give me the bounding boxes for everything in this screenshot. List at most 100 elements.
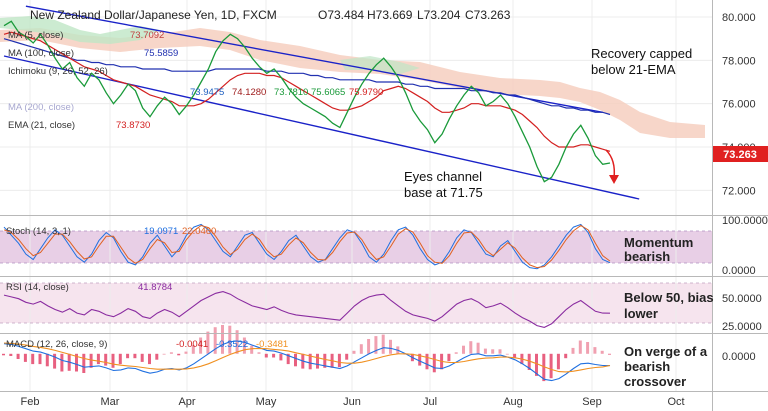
macd-hist-bar — [352, 350, 356, 354]
legend-ichimoku-label: Ichimoku (9, 26, 52, 26) — [8, 66, 108, 77]
macd-hist-bar — [527, 353, 531, 370]
rsi-band — [0, 283, 712, 323]
legend-ma200-label: MA (200, close) — [8, 102, 74, 113]
macd-hist-bar — [286, 353, 290, 365]
time-tick-mar: Mar — [101, 396, 120, 408]
macd-hist-bar — [337, 353, 341, 368]
legend-ichimoku-v5: 75.9790 — [349, 87, 383, 98]
macd-hist-bar — [505, 353, 509, 355]
ma100-line — [3, 38, 611, 116]
price-tick-4: 72.000 — [722, 185, 756, 197]
macd-hist-bar — [96, 353, 100, 365]
price-tick-0: 80.000 — [722, 12, 756, 24]
chart-header: New Zealand Dollar/Japanese Yen, 1D, FXC… — [30, 8, 511, 22]
annotation-channel-line2: base at 71.75 — [404, 185, 483, 200]
price-tick-2: 76.000 — [722, 99, 756, 111]
macd-hist-bar — [221, 325, 224, 354]
stoch-d-line — [3, 224, 611, 269]
macd-hist-bar — [118, 353, 122, 365]
macd-hist-bar — [316, 353, 319, 369]
macd-hist-value: -0.0041 — [176, 339, 208, 350]
macd-hist-bar — [199, 337, 203, 354]
macd-hist-bar — [177, 353, 181, 356]
macd-hist-bar — [323, 353, 327, 368]
macd-signal-value: -0.3481 — [256, 339, 288, 350]
rsi-line — [3, 291, 611, 328]
macd-hist-bar — [184, 351, 188, 354]
legend-ichimoku-v4: 75.6065 — [311, 87, 345, 98]
legend-ma100-label: MA (100, close) — [8, 48, 74, 59]
macd-value: -0.3522 — [216, 339, 248, 350]
macd-hist-bar — [593, 347, 597, 354]
legend-ema21-value: 73.8730 — [116, 120, 150, 131]
macd-hist-bar — [513, 353, 517, 359]
panel-note-macd-1: On verge of a — [624, 344, 708, 359]
macd-hist-bar — [549, 353, 553, 379]
macd-hist-bar — [31, 353, 35, 365]
macd-hist-bar — [535, 353, 538, 376]
macd-hist-bar — [162, 353, 166, 355]
legend-ema21-label: EMA (21, close) — [8, 120, 75, 131]
last-price-tag: 73.263 — [713, 146, 768, 162]
indicator-legend: MA (5, close) 73.7092 MA (100, close) 75… — [8, 30, 383, 131]
macd-hist-bar — [381, 334, 385, 354]
macd-hist-bar — [608, 353, 611, 355]
stoch-tick-0: 0.0000 — [722, 265, 756, 277]
macd-hist-bar — [250, 345, 254, 354]
macd-signal-line — [3, 342, 611, 373]
macd-hist-bar — [272, 353, 276, 358]
channel-lower-line — [3, 55, 640, 200]
macd-hist-bar — [140, 353, 144, 362]
time-tick-may: May — [256, 396, 277, 408]
macd-hist-bar — [2, 353, 5, 356]
rsi-tick-25: 25.0000 — [722, 321, 762, 333]
macd-hist-bar — [45, 353, 49, 367]
ichimoku-cloud-bullish-2 — [340, 56, 420, 74]
macd-label: MACD (12, 26, close, 9) — [6, 339, 107, 350]
price-tick-1: 78.000 — [722, 55, 756, 67]
macd-hist-bar — [359, 344, 363, 354]
macd-hist-bar — [462, 345, 465, 354]
macd-hist-bar — [60, 353, 64, 372]
macd-hist-bar — [191, 344, 195, 354]
macd-hist-bar — [586, 342, 590, 354]
ohlc-high: H73.669 — [367, 8, 413, 22]
ohlc-low: L73.204 — [417, 8, 461, 22]
macd-hist-bar — [279, 353, 283, 361]
time-axis: Feb Mar Apr May Jun Jul Aug Sep Oct — [21, 396, 685, 408]
macd-hist-bar — [425, 353, 429, 370]
macd-hist-bar — [447, 353, 451, 362]
macd-hist-bar — [294, 353, 297, 367]
macd-hist-bar — [367, 339, 371, 354]
panel-note-rsi-2: lower — [624, 306, 658, 321]
rsi-value: 41.8784 — [138, 282, 172, 293]
panel-note-momentum-2: bearish — [624, 249, 670, 264]
macd-hist-bar — [308, 353, 312, 370]
time-tick-jun: Jun — [343, 396, 361, 408]
macd-hist-bar — [89, 353, 93, 368]
macd-hist-bar — [126, 353, 130, 359]
macd-hist-bar — [264, 353, 268, 358]
macd-hist-bar — [476, 342, 480, 354]
annotation-recovery-line1: Recovery capped — [591, 46, 692, 61]
macd-hist-bar — [571, 347, 575, 354]
macd-hist-bar — [374, 336, 378, 354]
macd-hist-bar — [498, 349, 502, 354]
macd-hist-bar — [23, 353, 27, 362]
macd-hist-bar — [213, 327, 217, 354]
macd-hist-bar — [155, 353, 159, 360]
stoch-label: Stoch (14, 3, 1) — [6, 226, 71, 237]
ema21-line — [3, 31, 611, 152]
macd-hist-bar — [111, 353, 115, 368]
macd-hist-bar — [169, 352, 173, 354]
macd-hist-bar — [345, 353, 349, 360]
panel-note-macd-3: crossover — [624, 374, 686, 389]
panel-note-rsi-1: Below 50, bias — [624, 290, 714, 305]
time-tick-feb: Feb — [21, 396, 40, 408]
stoch-tick-100: 100.0000 — [722, 215, 768, 227]
annotation-recovery-line2: below 21-EMA — [591, 62, 676, 77]
macd-hist-bar — [53, 353, 57, 369]
panel-note-macd-2: bearish — [624, 359, 670, 374]
